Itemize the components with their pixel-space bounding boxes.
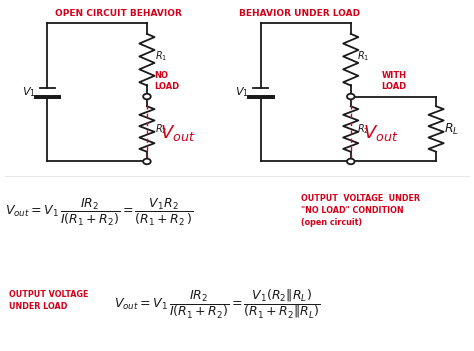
- Text: WITH
LOAD: WITH LOAD: [382, 71, 407, 91]
- Text: $V_{out}$: $V_{out}$: [363, 122, 399, 143]
- Text: $V_{out} = V_1\,\dfrac{IR_2}{I(R_1 + R_2)} = \dfrac{V_1(R_2 \| R_L)}{(R_1 + R_2 : $V_{out} = V_1\,\dfrac{IR_2}{I(R_1 + R_2…: [114, 287, 320, 320]
- Text: $R_2$: $R_2$: [155, 122, 168, 136]
- Text: OUTPUT VOLTAGE
UNDER LOAD: OUTPUT VOLTAGE UNDER LOAD: [9, 290, 89, 311]
- Circle shape: [143, 94, 151, 99]
- Text: $R_1$: $R_1$: [357, 49, 370, 63]
- Circle shape: [347, 159, 355, 164]
- Text: $V_{out} = V_1\,\dfrac{IR_2}{I(R_1 + R_2)} = \dfrac{V_1 R_2}{(R_1 + R_2\,)}$: $V_{out} = V_1\,\dfrac{IR_2}{I(R_1 + R_2…: [5, 197, 193, 228]
- Text: OUTPUT  VOLTAGE  UNDER
"NO LOAD" CONDITION
(open circuit): OUTPUT VOLTAGE UNDER "NO LOAD" CONDITION…: [301, 194, 420, 227]
- Text: $V_1$: $V_1$: [21, 85, 36, 99]
- Text: NO
LOAD: NO LOAD: [154, 71, 179, 91]
- Text: BEHAVIOR UNDER LOAD: BEHAVIOR UNDER LOAD: [239, 9, 361, 18]
- Circle shape: [143, 159, 151, 164]
- Text: $R_L$: $R_L$: [444, 121, 459, 137]
- Circle shape: [347, 94, 355, 99]
- Text: $V_1$: $V_1$: [235, 85, 249, 99]
- Text: OPEN CIRCUIT BEHAVIOR: OPEN CIRCUIT BEHAVIOR: [55, 9, 182, 18]
- Text: $R_2$: $R_2$: [357, 122, 370, 136]
- Text: $R_1$: $R_1$: [155, 49, 168, 63]
- Text: $V_{out}$: $V_{out}$: [160, 122, 196, 143]
